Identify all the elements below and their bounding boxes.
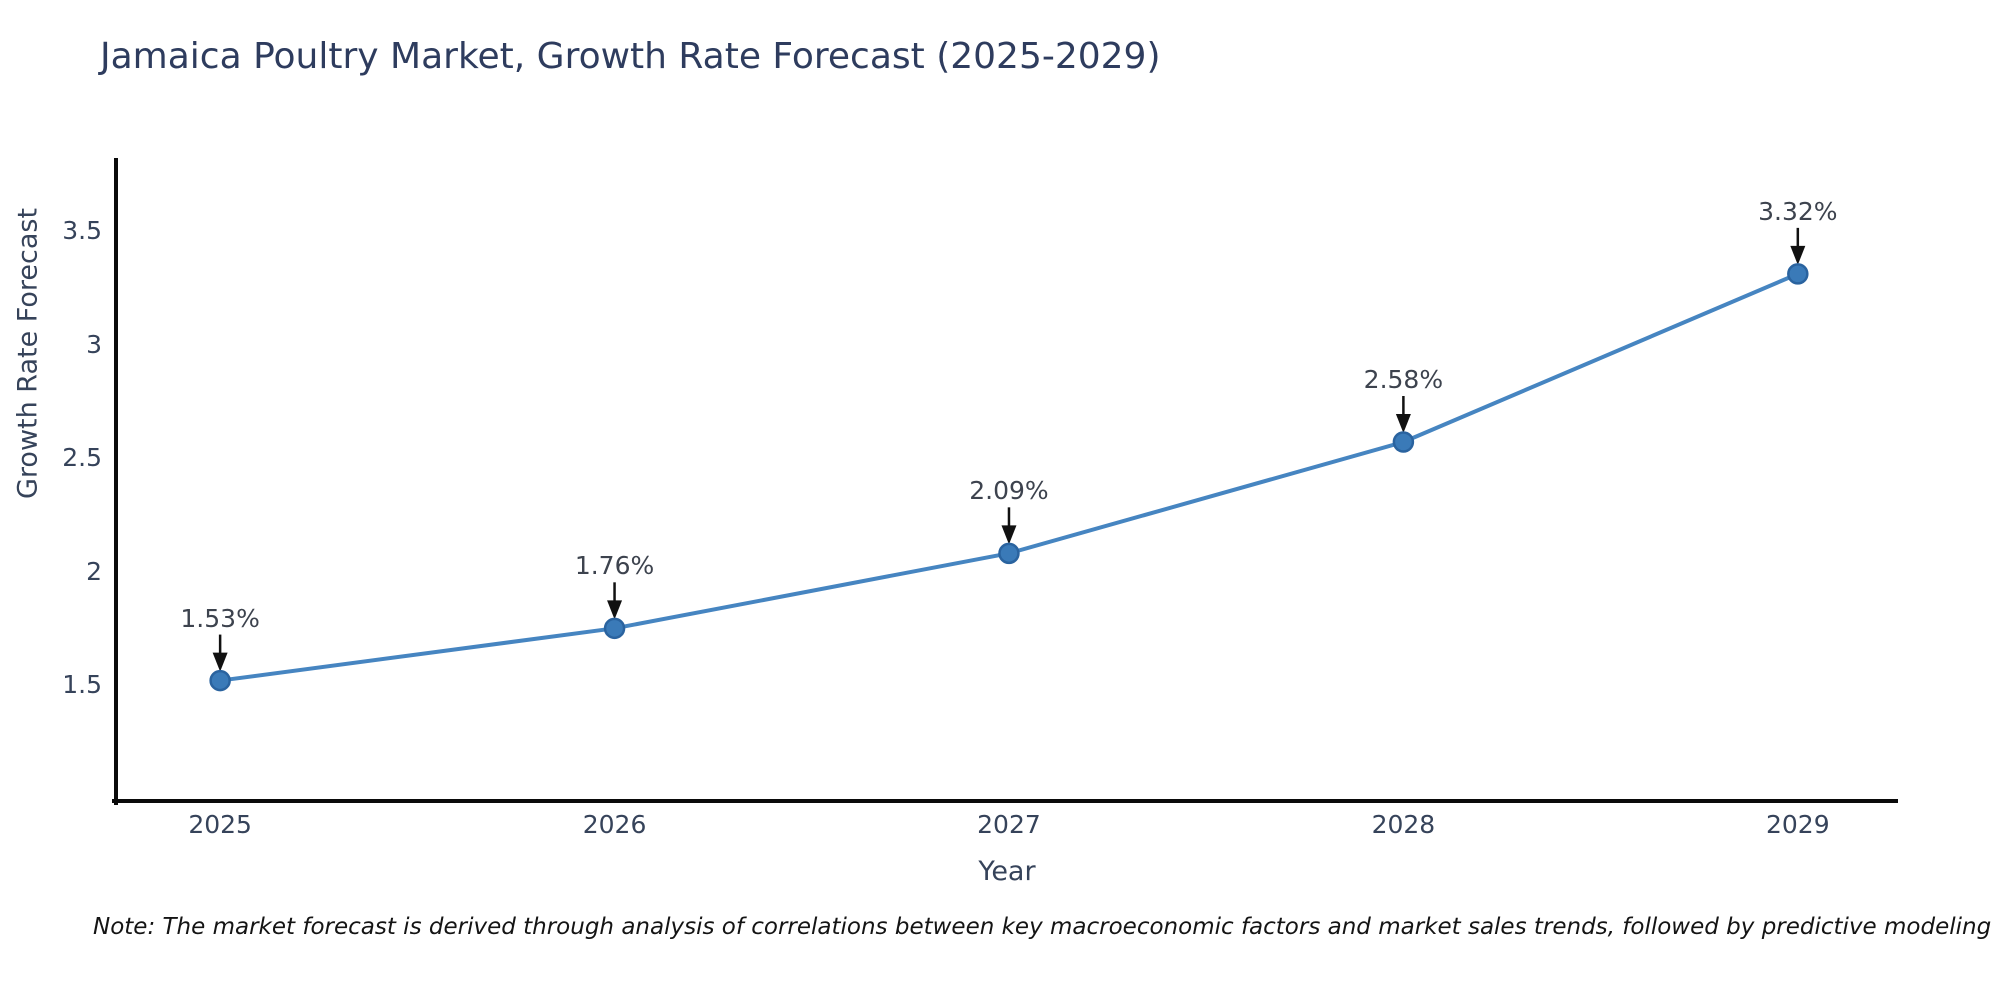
x-tick-label: 2027 [977, 810, 1041, 839]
annotation-arrow-head [1790, 245, 1806, 265]
x-axis-title: Year [978, 856, 1036, 887]
data-point-marker [1787, 263, 1809, 285]
data-point-marker [603, 617, 626, 640]
y-tick-label: 2 [86, 556, 102, 586]
y-tick-label: 2.5 [62, 443, 102, 473]
y-tick-label: 3 [86, 329, 102, 359]
x-axis-spine [112, 799, 1898, 803]
annotation-arrow-head [607, 600, 623, 620]
x-tick-label: 2029 [1766, 810, 1830, 839]
data-point-marker [998, 542, 1020, 565]
annotation-arrow-head [212, 652, 228, 672]
point-value-label: 3.32% [1758, 196, 1838, 226]
data-point-marker [1392, 431, 1415, 453]
point-value-label: 2.58% [1363, 365, 1444, 394]
point-value-label: 1.53% [180, 603, 260, 633]
chart-title: Jamaica Poultry Market, Growth Rate Fore… [100, 36, 1161, 77]
data-point-marker [209, 669, 231, 692]
y-axis-spine [114, 158, 118, 805]
point-value-label: 2.09% [969, 476, 1049, 506]
annotation-arrow-head [1001, 525, 1017, 545]
x-tick-label: 2025 [188, 810, 252, 839]
y-tick-label: 3.5 [62, 215, 102, 245]
x-tick-label: 2026 [582, 810, 647, 839]
annotation-arrow-head [1395, 414, 1411, 434]
x-tick-label: 2028 [1371, 810, 1436, 839]
point-value-label: 1.76% [574, 551, 655, 581]
y-tick-label: 1.5 [62, 670, 102, 700]
footnote: Note: The market forecast is derived thr… [93, 914, 2000, 940]
